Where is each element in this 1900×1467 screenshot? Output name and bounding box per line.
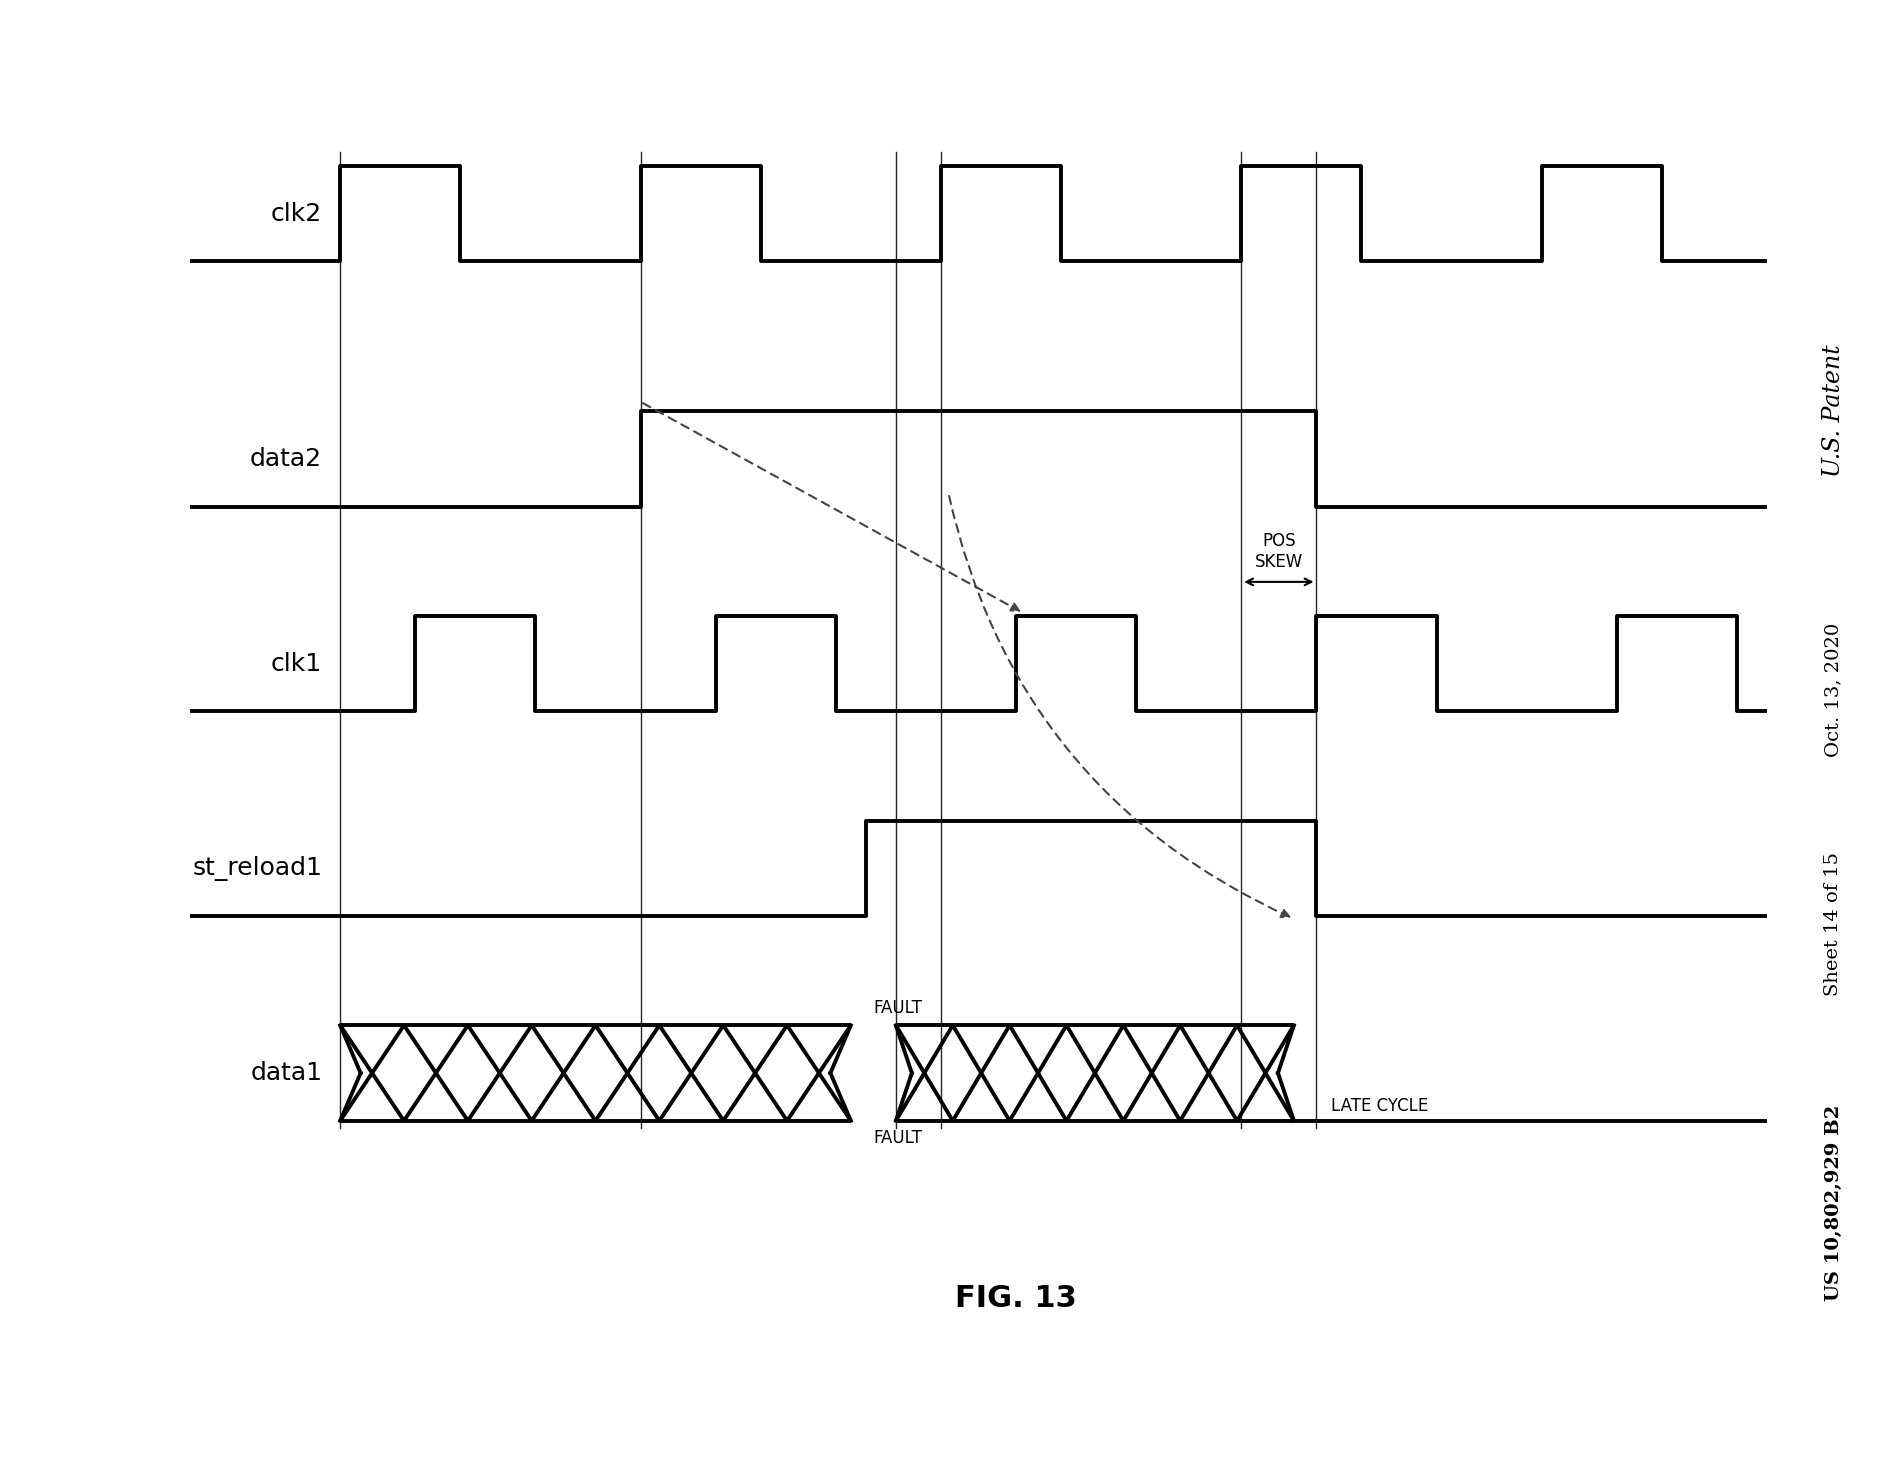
Text: FIG. 13: FIG. 13 bbox=[956, 1284, 1077, 1313]
Text: st_reload1: st_reload1 bbox=[192, 855, 323, 880]
Text: POS
SKEW: POS SKEW bbox=[1254, 533, 1303, 571]
Text: data2: data2 bbox=[251, 447, 323, 471]
Text: LATE CYCLE: LATE CYCLE bbox=[1332, 1097, 1429, 1115]
Text: Oct. 13, 2020: Oct. 13, 2020 bbox=[1824, 622, 1843, 757]
Text: FAULT: FAULT bbox=[874, 999, 921, 1017]
Text: US 10,802,929 B2: US 10,802,929 B2 bbox=[1824, 1105, 1843, 1301]
Text: clk2: clk2 bbox=[272, 201, 323, 226]
Text: clk1: clk1 bbox=[272, 651, 323, 676]
Text: Sheet 14 of 15: Sheet 14 of 15 bbox=[1824, 852, 1843, 996]
Text: FAULT: FAULT bbox=[874, 1130, 921, 1147]
Text: U.S. Patent: U.S. Patent bbox=[1822, 345, 1845, 477]
Text: data1: data1 bbox=[251, 1061, 323, 1086]
